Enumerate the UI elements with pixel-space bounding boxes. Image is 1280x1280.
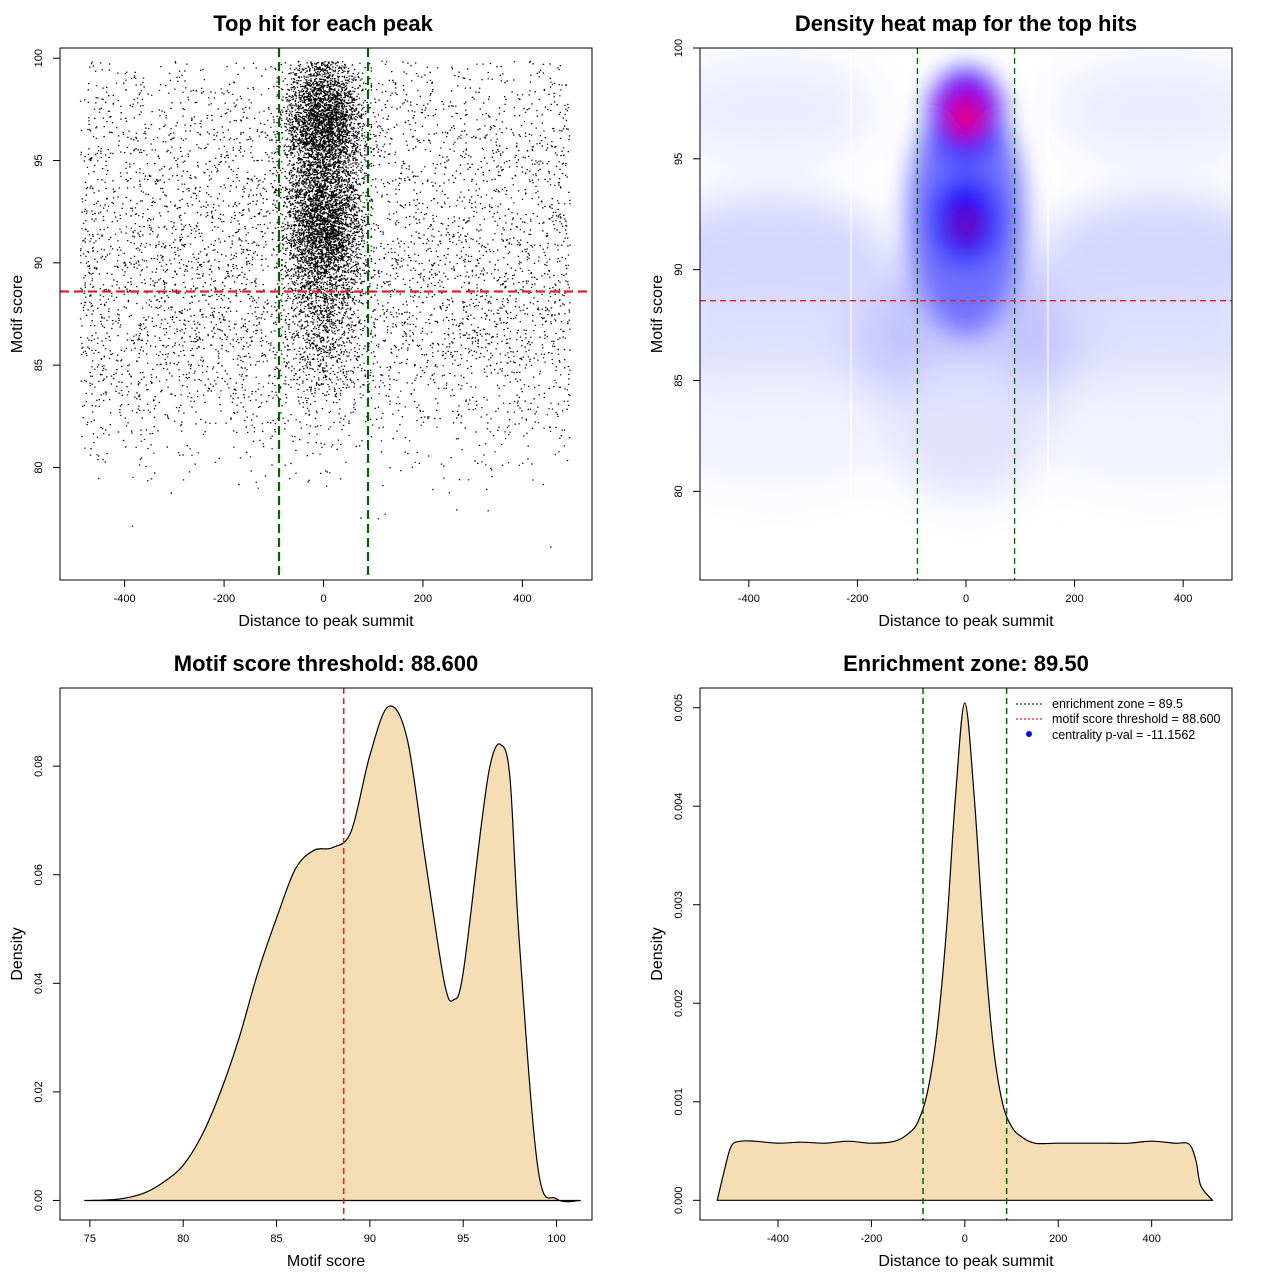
axis-ticks: -400 -200 0 200 400 80 85 90 95 100 <box>33 49 532 605</box>
y-tick-label: 90 <box>673 264 685 276</box>
plot-frame <box>59 687 593 1221</box>
legend-label-enrichment-zone: enrichment zone = 89.5 <box>1052 697 1183 711</box>
axis-ticks: 75 80 85 90 95 100 0.00 0.02 0.04 0.06 0.08 <box>33 755 566 1245</box>
density-panel-enrichment-zone: -400 -200 0 200 400 0.000 0.001 0.002 0.003 0.004… <box>649 651 1233 1270</box>
x-tick-label: 0 <box>320 593 326 605</box>
x-tick-label: 400 <box>513 593 531 605</box>
y-tick-label: 90 <box>33 257 45 269</box>
x-axis-label: Distance to peak summit <box>238 613 414 630</box>
scatter-points <box>79 60 571 548</box>
y-tick-label: 0.001 <box>673 1088 685 1116</box>
y-tick-label: 0.06 <box>33 864 45 885</box>
x-tick-label: 90 <box>364 1233 376 1245</box>
chart-title: Top hit for each peak <box>213 11 433 36</box>
x-tick-label: 100 <box>547 1233 565 1245</box>
legend: enrichment zone = 89.5 motif score thres… <box>1016 697 1221 742</box>
y-tick-label: 0.002 <box>673 989 685 1017</box>
y-tick-label: 0.08 <box>33 755 45 776</box>
x-tick-label: 95 <box>457 1233 469 1245</box>
x-tick-label: -400 <box>767 1233 789 1245</box>
heatmap-panel-density: -400 -200 0 200 400 80 85 90 95 100 Density heat … <box>649 11 1233 630</box>
x-tick-label: 75 <box>84 1233 96 1245</box>
x-tick-label: -200 <box>213 593 235 605</box>
x-tick-label: 400 <box>1174 593 1192 605</box>
density-area <box>716 702 1214 1201</box>
x-axis-label: Distance to peak summit <box>878 613 1054 630</box>
reference-lines <box>700 48 1232 580</box>
x-tick-label: 200 <box>1065 593 1083 605</box>
x-tick-label: 400 <box>1142 1233 1160 1245</box>
heatmap-area <box>700 48 1232 580</box>
y-tick-label: 80 <box>33 461 45 473</box>
axis-ticks: -400 -200 0 200 400 0.000 0.001 0.002 0.003 0.004… <box>673 694 1161 1245</box>
y-axis-label: Motif score <box>649 275 666 353</box>
y-tick-label: 0.004 <box>673 792 685 820</box>
x-axis-label: Distance to peak summit <box>878 1253 1054 1270</box>
density-area <box>84 705 581 1203</box>
y-tick-label: 85 <box>673 374 685 386</box>
y-tick-label: 100 <box>673 39 685 57</box>
x-tick-label: 80 <box>177 1233 189 1245</box>
plot-frame <box>699 687 1233 1221</box>
y-tick-label: 0.00 <box>33 1190 45 1211</box>
reference-lines <box>922 688 1008 1220</box>
x-tick-label: -400 <box>114 593 136 605</box>
x-tick-label: -200 <box>846 593 868 605</box>
y-tick-label: 95 <box>673 153 685 165</box>
plot-frame <box>59 47 593 581</box>
x-tick-label: 200 <box>1049 1233 1067 1245</box>
y-tick-label: 80 <box>673 485 685 497</box>
x-tick-label: 85 <box>270 1233 282 1245</box>
density-panel-motif-score: 75 80 85 90 95 100 0.00 0.02 0.04 0.06 0.08 Motif … <box>9 651 593 1270</box>
y-tick-label: 85 <box>33 359 45 371</box>
reference-lines <box>60 48 592 580</box>
chart-title: Enrichment zone: 89.50 <box>843 651 1089 676</box>
scatter-panel-top-hits: -400 -200 0 200 400 80 85 90 95 100 Top hit for e… <box>9 11 593 630</box>
y-tick-label: 0.02 <box>33 1081 45 1102</box>
axis-ticks: -400 -200 0 200 400 80 85 90 95 100 <box>673 39 1192 605</box>
x-tick-label: 0 <box>963 593 969 605</box>
y-tick-label: 0.005 <box>673 694 685 722</box>
y-tick-label: 0.000 <box>673 1187 685 1215</box>
legend-label-motif-threshold: motif score threshold = 88.600 <box>1052 712 1221 726</box>
y-axis-label: Density <box>649 927 666 980</box>
legend-key-centrality <box>1026 731 1032 737</box>
y-tick-label: 100 <box>33 49 45 67</box>
y-tick-label: 0.003 <box>673 891 685 919</box>
y-axis-label: Density <box>9 927 26 980</box>
x-tick-label: 200 <box>414 593 432 605</box>
x-tick-label: -400 <box>738 593 760 605</box>
x-tick-label: 0 <box>962 1233 968 1245</box>
y-tick-label: 95 <box>33 154 45 166</box>
y-tick-label: 0.04 <box>33 973 45 994</box>
chart-title: Motif score threshold: 88.600 <box>174 651 478 676</box>
legend-label-centrality: centrality p-val = -11.1562 <box>1052 728 1195 742</box>
y-axis-label: Motif score <box>9 275 26 353</box>
chart-title: Density heat map for the top hits <box>795 11 1137 36</box>
heatmap-background-density <box>700 55 1232 500</box>
x-tick-label: -200 <box>860 1233 882 1245</box>
scatter-point-cloud <box>79 60 571 548</box>
heatmap-hotspots <box>908 70 1024 335</box>
x-axis-label: Motif score <box>287 1253 365 1270</box>
